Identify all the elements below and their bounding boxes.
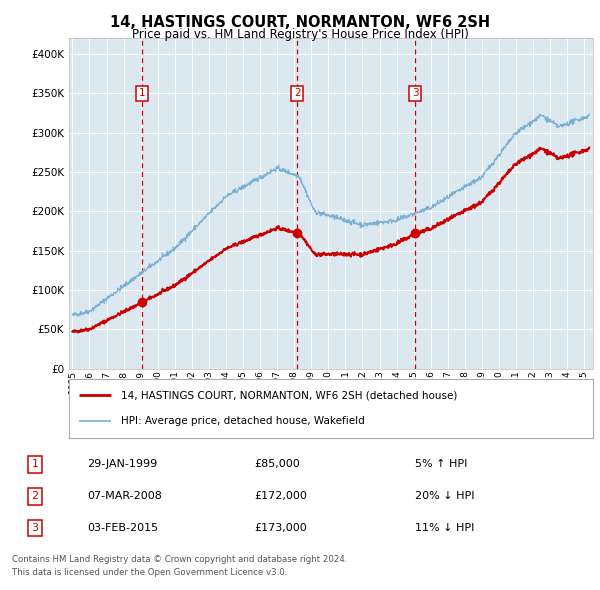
Text: £173,000: £173,000 xyxy=(254,523,307,533)
Text: £85,000: £85,000 xyxy=(254,460,299,470)
Text: 03-FEB-2015: 03-FEB-2015 xyxy=(87,523,158,533)
Text: £172,000: £172,000 xyxy=(254,491,307,501)
Text: 1: 1 xyxy=(139,88,145,99)
Text: 3: 3 xyxy=(412,88,418,99)
Text: 29-JAN-1999: 29-JAN-1999 xyxy=(87,460,157,470)
Text: HPI: Average price, detached house, Wakefield: HPI: Average price, detached house, Wake… xyxy=(121,417,365,426)
Text: 14, HASTINGS COURT, NORMANTON, WF6 2SH: 14, HASTINGS COURT, NORMANTON, WF6 2SH xyxy=(110,15,490,30)
Text: 3: 3 xyxy=(32,523,38,533)
Text: 2: 2 xyxy=(31,491,38,501)
Text: 14, HASTINGS COURT, NORMANTON, WF6 2SH (detached house): 14, HASTINGS COURT, NORMANTON, WF6 2SH (… xyxy=(121,391,458,400)
Text: 2: 2 xyxy=(294,88,301,99)
Text: 5% ↑ HPI: 5% ↑ HPI xyxy=(415,460,467,470)
Text: 20% ↓ HPI: 20% ↓ HPI xyxy=(415,491,475,501)
Text: Price paid vs. HM Land Registry's House Price Index (HPI): Price paid vs. HM Land Registry's House … xyxy=(131,28,469,41)
Text: 1: 1 xyxy=(32,460,38,470)
Text: This data is licensed under the Open Government Licence v3.0.: This data is licensed under the Open Gov… xyxy=(12,568,287,576)
Text: 07-MAR-2008: 07-MAR-2008 xyxy=(87,491,162,501)
Text: 11% ↓ HPI: 11% ↓ HPI xyxy=(415,523,475,533)
Text: Contains HM Land Registry data © Crown copyright and database right 2024.: Contains HM Land Registry data © Crown c… xyxy=(12,555,347,563)
